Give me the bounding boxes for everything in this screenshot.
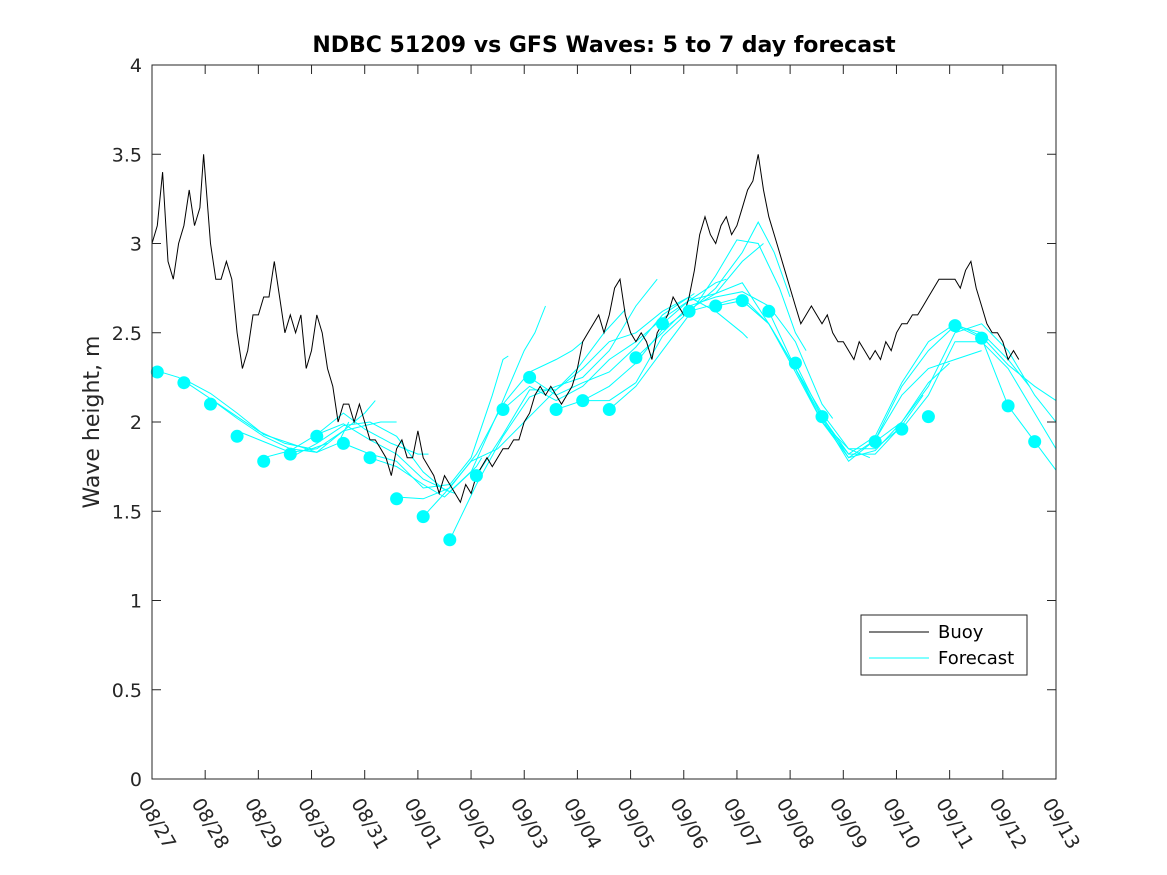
y-tick-label-6: 3 (130, 234, 142, 256)
forecast-marker-18 (629, 351, 643, 365)
forecast-marker-31 (1001, 399, 1015, 413)
forecast-marker-5 (283, 447, 297, 461)
forecast-line-25 (821, 323, 1057, 455)
forecast-marker-15 (549, 403, 563, 416)
forecast-marker-22 (735, 294, 749, 308)
legend-box (860, 614, 1028, 676)
forecast-marker-12 (469, 469, 483, 483)
forecast-marker-6 (310, 429, 324, 443)
forecast-marker-20 (682, 304, 696, 318)
forecast-marker-25 (815, 410, 829, 424)
y-tick-label-7: 3.5 (112, 144, 142, 166)
forecast-marker-27 (895, 422, 909, 436)
forecast-line-26 (874, 323, 1057, 443)
forecast-marker-23 (762, 304, 776, 318)
series-layer (150, 154, 1057, 547)
forecast-line-3 (236, 421, 397, 453)
forecast-marker-0 (150, 365, 164, 379)
forecast-line-17 (608, 239, 807, 410)
forecast-marker-17 (602, 403, 616, 416)
y-tick-label-4: 2 (130, 412, 142, 434)
y-tick-labels: 0 0.5 1 1.5 2 2.5 3 3.5 4 (112, 55, 142, 791)
forecast-marker-16 (576, 394, 590, 408)
forecast-marker-4 (257, 454, 271, 468)
forecast-marker-11 (443, 533, 457, 547)
forecast-marker-7 (336, 436, 350, 450)
y-tick-label-2: 1 (130, 591, 142, 613)
forecast-marker-28 (921, 410, 935, 424)
forecast-line-13 (502, 278, 727, 410)
forecast-marker-2 (204, 397, 217, 411)
forecast-marker-32 (1028, 435, 1042, 449)
y-tick-label-3: 1.5 (112, 501, 142, 523)
forecast-marker-29 (948, 319, 962, 333)
forecast-marker-3 (230, 429, 244, 443)
forecast-line-1 (183, 378, 350, 453)
y-tick-label-5: 2.5 (112, 323, 142, 345)
forecast-marker-14 (523, 370, 537, 384)
forecast-marker-19 (656, 317, 669, 331)
forecast-marker-21 (709, 299, 723, 313)
y-tick-label-0: 0 (130, 769, 142, 791)
legend-forecast-label: Forecast (938, 648, 1014, 669)
forecast-line-24 (794, 325, 1030, 459)
forecast-marker-24 (788, 356, 802, 370)
legend: Buoy Forecast (860, 614, 1028, 676)
forecast-marker-1 (177, 376, 191, 390)
forecast-marker-10 (416, 510, 430, 524)
forecast-marker-26 (868, 435, 882, 449)
chart-title: NDBC 51209 vs GFS Waves: 5 to 7 day fore… (312, 33, 896, 58)
y-tick-label-8: 4 (130, 55, 142, 77)
y-axis-label: Wave height, m (80, 336, 105, 509)
forecast-line-14 (529, 296, 748, 396)
buoy-line (151, 154, 1020, 504)
forecast-marker-13 (496, 403, 510, 416)
forecast-marker-8 (363, 451, 377, 465)
y-tick-label-1: 0.5 (112, 680, 142, 702)
forecast-line-12 (475, 293, 695, 476)
forecast-line-16 (582, 221, 791, 402)
ticks-layer (151, 64, 1057, 780)
legend-buoy-label: Buoy (938, 622, 984, 643)
forecast-line-18 (635, 291, 834, 419)
forecast-marker-9 (390, 492, 404, 506)
forecast-marker-30 (975, 331, 989, 345)
